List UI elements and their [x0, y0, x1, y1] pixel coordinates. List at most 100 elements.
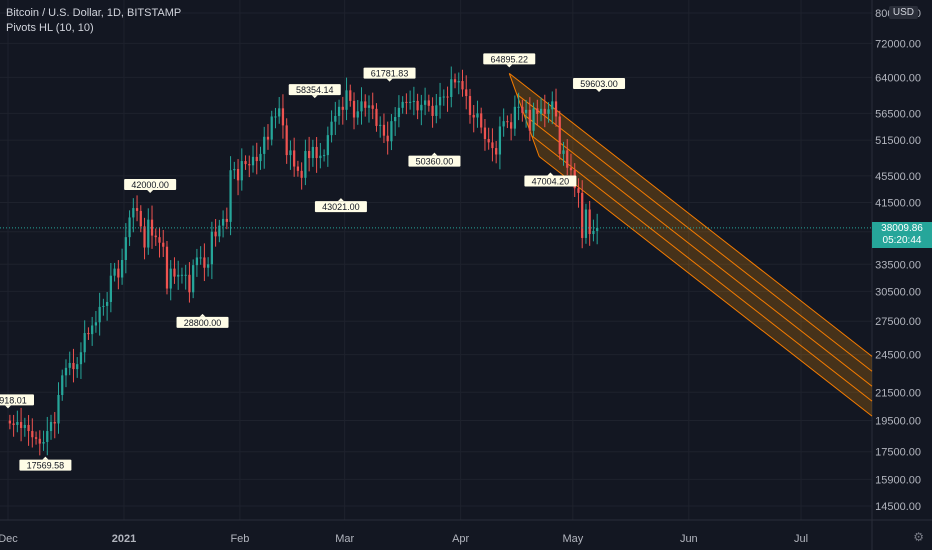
- pivot-label: 58354.14: [288, 84, 341, 99]
- candle-body: [453, 79, 457, 83]
- candle-body: [446, 96, 449, 98]
- candle-body: [420, 104, 423, 111]
- candle-body: [263, 136, 266, 154]
- x-tick-label: May: [562, 533, 583, 545]
- candle-body: [442, 96, 445, 98]
- candle-body: [521, 106, 524, 113]
- candle-body: [57, 394, 60, 424]
- candle-body: [16, 421, 19, 425]
- candle-body: [524, 109, 528, 113]
- candle-body: [150, 219, 154, 236]
- candle-body: [19, 421, 23, 428]
- candle-body: [382, 124, 386, 136]
- candle-body: [165, 246, 169, 289]
- candle-body: [427, 100, 430, 106]
- candle-body: [461, 81, 464, 90]
- candle-body: [450, 79, 453, 98]
- candle-body: [240, 161, 243, 181]
- channel-line: [516, 93, 873, 372]
- pivot-label: 64895.22: [483, 53, 536, 68]
- candle-body: [266, 136, 270, 140]
- gear-icon[interactable]: ⚙: [913, 530, 924, 544]
- candle-body: [38, 438, 41, 444]
- candle-body: [76, 364, 79, 370]
- y-tick-label: 15900.00: [875, 474, 921, 486]
- x-tick-label: Dec: [0, 533, 18, 545]
- pivot-value: 17569.58: [27, 461, 65, 471]
- candle-body: [502, 121, 505, 127]
- pivot-value: 58354.14: [296, 85, 334, 95]
- candle-body: [188, 274, 191, 293]
- candle-body: [135, 208, 139, 211]
- candle-body: [468, 96, 472, 115]
- candle-body: [173, 268, 176, 277]
- channel-base-line: [508, 73, 540, 157]
- candle-body: [72, 362, 75, 370]
- candle-body: [106, 301, 109, 306]
- candle-body: [341, 106, 344, 110]
- pivot-label: 17569.58: [19, 456, 72, 471]
- y-tick-label: 41500.00: [875, 197, 921, 209]
- candle-body: [293, 150, 296, 167]
- candle-body: [117, 268, 120, 278]
- candle-body: [214, 231, 217, 237]
- candle-body: [53, 421, 56, 424]
- candle-body: [495, 148, 498, 155]
- candle-body: [278, 108, 281, 117]
- candle-body: [405, 101, 408, 103]
- pivot-label: 19918.01: [0, 394, 34, 409]
- current-price: 38009.86: [881, 223, 923, 234]
- candle-body: [177, 274, 180, 277]
- pivot-label-box: [363, 67, 416, 79]
- x-tick-label: Feb: [230, 533, 249, 545]
- candle-body: [394, 116, 397, 122]
- candle-body: [274, 116, 277, 118]
- candle-body: [375, 108, 378, 126]
- candle-body: [143, 226, 146, 248]
- candle-body: [98, 306, 101, 323]
- candle-body: [162, 242, 165, 247]
- candle-body: [352, 100, 356, 118]
- candle-body: [386, 135, 389, 142]
- y-tick-label: 19500.00: [875, 415, 921, 427]
- candle-body: [345, 90, 348, 110]
- candle-body: [416, 100, 419, 111]
- indicator-title[interactable]: Pivots HL (10, 10): [6, 22, 94, 34]
- candle-body: [199, 257, 202, 259]
- symbol-title[interactable]: Bitcoin / U.S. Dollar, 1D, BITSTAMP: [6, 7, 182, 19]
- candle-body: [308, 150, 311, 159]
- pivot-value: 43021.00: [322, 202, 360, 212]
- candle-body: [367, 105, 371, 108]
- candle-body: [68, 362, 71, 368]
- candle-body: [435, 105, 438, 116]
- y-tick-label: 24500.00: [875, 350, 921, 362]
- candle-body: [221, 218, 225, 226]
- candle-body: [498, 126, 502, 155]
- pivot-pointer: [506, 64, 513, 68]
- pivot-pointer: [337, 198, 344, 202]
- candle-body: [592, 230, 595, 235]
- candle-body: [397, 107, 401, 117]
- candle-body: [558, 116, 561, 154]
- candle-body: [547, 109, 550, 114]
- candle-body: [139, 210, 142, 227]
- candle-body: [360, 101, 363, 112]
- y-tick-label: 45500.00: [875, 171, 921, 183]
- candle-body: [23, 424, 26, 428]
- pivot-label: 50360.00: [408, 152, 461, 167]
- candle-body: [46, 431, 49, 442]
- candle-body: [203, 257, 206, 268]
- y-tick-label: 17500.00: [875, 447, 921, 459]
- candle-body: [236, 169, 240, 181]
- candle-body: [577, 188, 580, 193]
- y-tick-label: 30500.00: [875, 286, 921, 298]
- bar-countdown: 05:20:44: [882, 235, 922, 246]
- candle-body: [233, 169, 236, 171]
- currency-badge[interactable]: USD: [888, 6, 918, 19]
- pivot-pointer: [547, 172, 554, 176]
- y-tick-label: 14500.00: [875, 501, 921, 513]
- candle-body: [64, 367, 68, 376]
- candle-body: [506, 121, 509, 123]
- pivot-label-box: [314, 201, 367, 213]
